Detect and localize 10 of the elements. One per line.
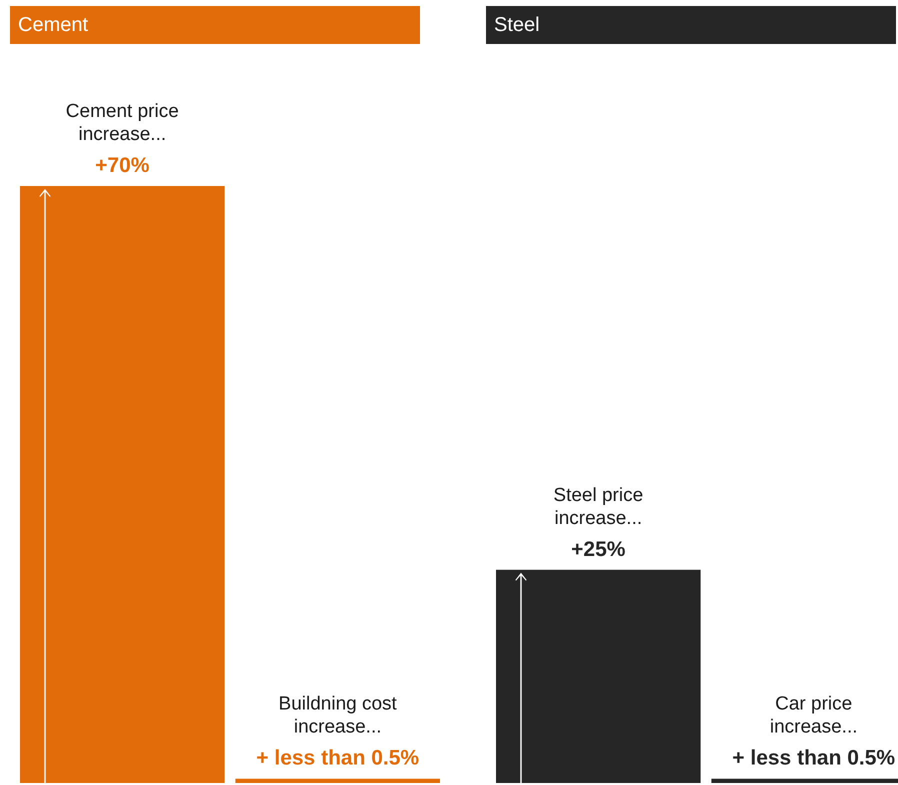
data-label: +70% [95,154,150,177]
data-label: + less than 0.5% [256,746,420,770]
text: Steel price increase... [553,484,644,529]
data-label: +25% [571,538,626,561]
annotation: Car price increase... [770,694,858,738]
chart-title: Cement [18,14,88,36]
text: Cement price increase... [66,101,179,145]
data-label: + less than 0.5% [732,746,896,770]
annotation: Buildning cost increase... [278,694,398,738]
chart-title: Steel [494,14,540,36]
